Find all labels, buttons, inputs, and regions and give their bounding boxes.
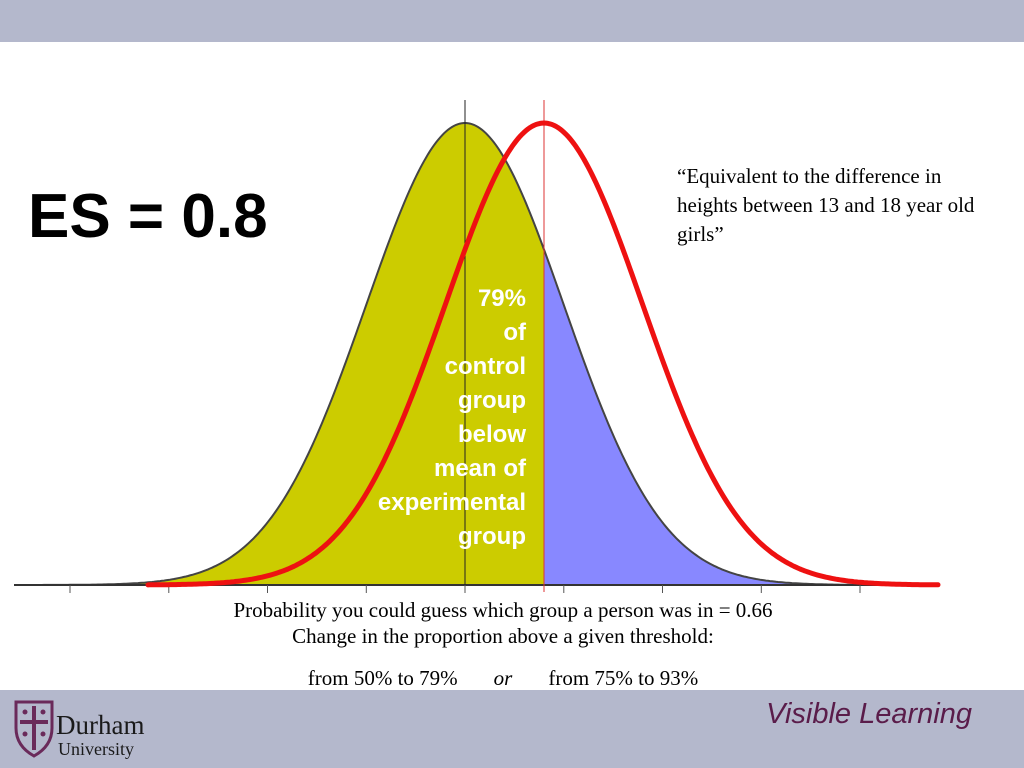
overlap-label-line: mean of: [433, 455, 526, 482]
normal-distribution-diagram: [14, 100, 941, 593]
durham-university-crest-icon: [14, 700, 54, 758]
x-axis-ticks: [69, 585, 861, 593]
threshold-from-second: from 75% to 93%: [548, 666, 699, 690]
height-comparison-quote: “Equivalent to the difference in heights…: [677, 164, 975, 246]
overlap-label-line: control: [444, 353, 526, 380]
control-above-mean-fill: [544, 249, 930, 585]
university-subtitle: University: [58, 739, 134, 759]
footer-bar: [0, 690, 1024, 768]
overlap-label-line: 79%: [477, 285, 526, 312]
university-name: Durham: [56, 710, 145, 740]
control-below-mean-fill: [20, 123, 544, 585]
threshold-values-caption: from 50% to 79% or from 75% to 93%: [0, 668, 1006, 689]
probability-caption: Probability you could guess which group …: [233, 598, 773, 622]
overlap-label-line: group: [458, 387, 526, 414]
overlap-label-line: of: [503, 319, 526, 346]
control-group-curve: [20, 122, 930, 586]
overlap-label: 79% of control group below mean of exper…: [330, 282, 526, 554]
threshold-caption: Change in the proportion above a given t…: [292, 624, 714, 648]
overlap-label-line: group: [458, 523, 526, 550]
threshold-or: or: [493, 666, 513, 690]
visible-learning-brand: Visible Learning: [766, 698, 972, 730]
threshold-from-first: from 50% to 79%: [307, 666, 458, 690]
overlap-label-line: experimental: [377, 489, 526, 516]
effect-size-title: ES = 0.8: [28, 182, 268, 251]
overlap-label-line: below: [457, 421, 526, 448]
top-bar: [0, 0, 1024, 42]
experimental-group-curve: [145, 120, 941, 588]
